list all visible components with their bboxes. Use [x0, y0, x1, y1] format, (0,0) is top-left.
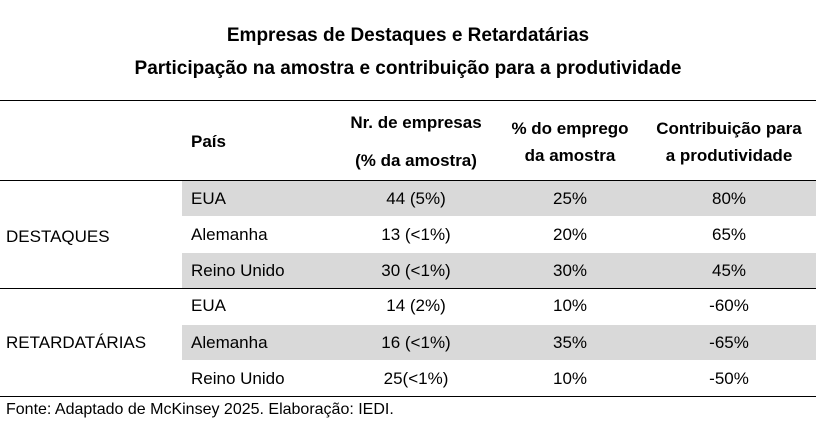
header-emprego-line1: % do emprego: [511, 119, 629, 138]
table-cell-emprego: 10%: [552, 369, 588, 388]
header-pais: País: [191, 132, 226, 151]
table-cell-emprego: 25%: [552, 189, 588, 208]
top-rule: [0, 100, 816, 101]
table-cell-contribuicao: -50%: [709, 369, 749, 388]
table-cell-emprego: 10%: [552, 296, 588, 315]
table-cell-empresas: 44 (5%): [386, 189, 446, 208]
table-title: Empresas de Destaques e Retardatárias: [226, 25, 590, 46]
table-cell-empresas: 14 (2%): [386, 296, 446, 315]
table-cell-contribuicao: 65%: [711, 225, 747, 244]
table-cell-contribuicao: 80%: [711, 189, 747, 208]
row-shade: [182, 325, 816, 360]
bottom-rule: [0, 396, 816, 397]
table-cell-empresas: 30 (<1%): [381, 261, 451, 280]
row-shade: [182, 181, 816, 216]
table-cell-pais: EUA: [191, 189, 226, 208]
table-subtitle: Participação na amostra e contribuição p…: [134, 58, 682, 79]
table-cell-pais: EUA: [191, 296, 226, 315]
table-cell-emprego: 30%: [552, 261, 588, 280]
header-contribuicao-line2: a produtividade: [665, 146, 793, 165]
header-emprego-line2: da amostra: [524, 146, 616, 165]
group-divider: [0, 288, 816, 289]
header-empresas-line1: Nr. de empresas: [350, 113, 482, 132]
header-contribuicao-line1: Contribuição para: [656, 119, 802, 138]
table-cell-pais: Reino Unido: [191, 369, 285, 388]
table-cell-pais: Alemanha: [191, 225, 268, 244]
source-note: Fonte: Adaptado de McKinsey 2025. Elabor…: [6, 401, 394, 418]
row-shade: [182, 253, 816, 288]
table-cell-emprego: 35%: [552, 333, 588, 352]
table-cell-pais: Alemanha: [191, 333, 268, 352]
header-empresas-line2: (% da amostra): [355, 151, 477, 170]
group-label-destaques: DESTAQUES: [6, 227, 110, 246]
header-rule: [0, 180, 816, 181]
table-cell-contribuicao: 45%: [711, 261, 747, 280]
table-cell-empresas: 16 (<1%): [381, 333, 451, 352]
table-cell-contribuicao: -65%: [709, 333, 749, 352]
table-cell-pais: Reino Unido: [191, 261, 285, 280]
table-cell-empresas: 25(<1%): [383, 369, 449, 388]
table-cell-contribuicao: -60%: [709, 296, 749, 315]
table-cell-empresas: 13 (<1%): [381, 225, 451, 244]
table-cell-emprego: 20%: [552, 225, 588, 244]
group-label-retardatarias: RETARDATÁRIAS: [6, 333, 147, 352]
